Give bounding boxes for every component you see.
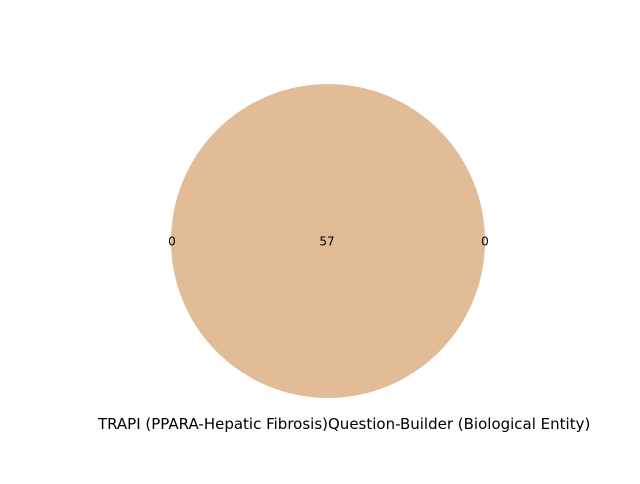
set-label-left: TRAPI (PPARA-Hepatic Fibrosis) xyxy=(97,415,328,433)
venn-overlap-region xyxy=(171,84,485,398)
left-only-count: 0 xyxy=(168,235,176,249)
set-label-right: Question-Builder (Biological Entity) xyxy=(328,415,590,433)
intersection-count: 57 xyxy=(319,235,334,249)
right-only-count: 0 xyxy=(481,235,489,249)
